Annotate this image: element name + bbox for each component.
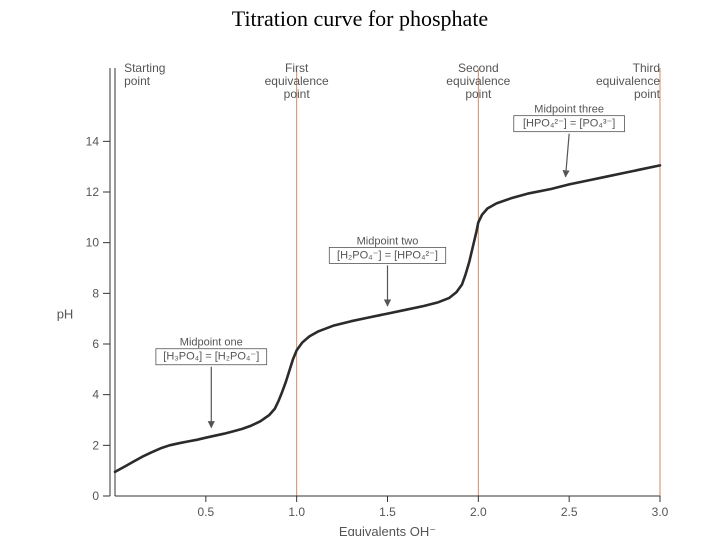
midpoint-formula: [H₂PO₄⁻] = [HPO₄²⁻] (337, 249, 438, 261)
x-tick-label: 3.0 (652, 505, 669, 519)
midpoint-formula: [HPO₄²⁻] = [PO₄³⁻] (523, 118, 615, 130)
x-axis-label: Equivalents OH⁻ (339, 524, 436, 536)
region-label: equivalence (446, 74, 510, 88)
region-label: point (284, 87, 311, 101)
region-label: Second (458, 61, 499, 75)
y-tick-label: 14 (86, 134, 100, 148)
titration-chart: 0 2 4 6 8 10 12 14 0.5 1.0 1.5 2.0 2.5 3.0 Equivalents… (0, 36, 720, 536)
y-tick-label: 12 (86, 185, 100, 199)
y-tick-label: 6 (92, 337, 99, 351)
x-tick-label: 2.5 (561, 505, 578, 519)
y-tick-label: 0 (92, 489, 99, 503)
region-label: Third (633, 61, 660, 75)
midpoint-label: Midpoint one (180, 337, 243, 349)
region-label: First (285, 61, 309, 75)
y-axis-label: pH (57, 307, 74, 322)
x-tick-label: 1.5 (379, 505, 396, 519)
region-label: point (465, 87, 492, 101)
region-label: equivalence (265, 74, 329, 88)
region-label: point (634, 87, 661, 101)
x-tick-label: 0.5 (197, 505, 214, 519)
page-title: Titration curve for phosphate (0, 6, 720, 32)
y-tick-label: 4 (92, 388, 99, 402)
region-label: Starting (124, 61, 165, 75)
midpoint-label: Midpoint two (357, 235, 419, 247)
chart-svg: 0 2 4 6 8 10 12 14 0.5 1.0 1.5 2.0 2.5 3.0 Equivalents… (0, 36, 720, 536)
x-tick-label: 2.0 (470, 505, 487, 519)
region-label: point (124, 74, 151, 88)
y-tick-label: 2 (92, 438, 99, 452)
y-tick-label: 8 (92, 286, 99, 300)
region-label: equivalence (596, 74, 660, 88)
midpoint-formula: [H₃PO₄] = [H₂PO₄⁻] (163, 351, 259, 363)
x-tick-label: 1.0 (288, 505, 305, 519)
y-tick-label: 10 (86, 236, 100, 250)
midpoint-label: Midpoint three (534, 104, 604, 116)
